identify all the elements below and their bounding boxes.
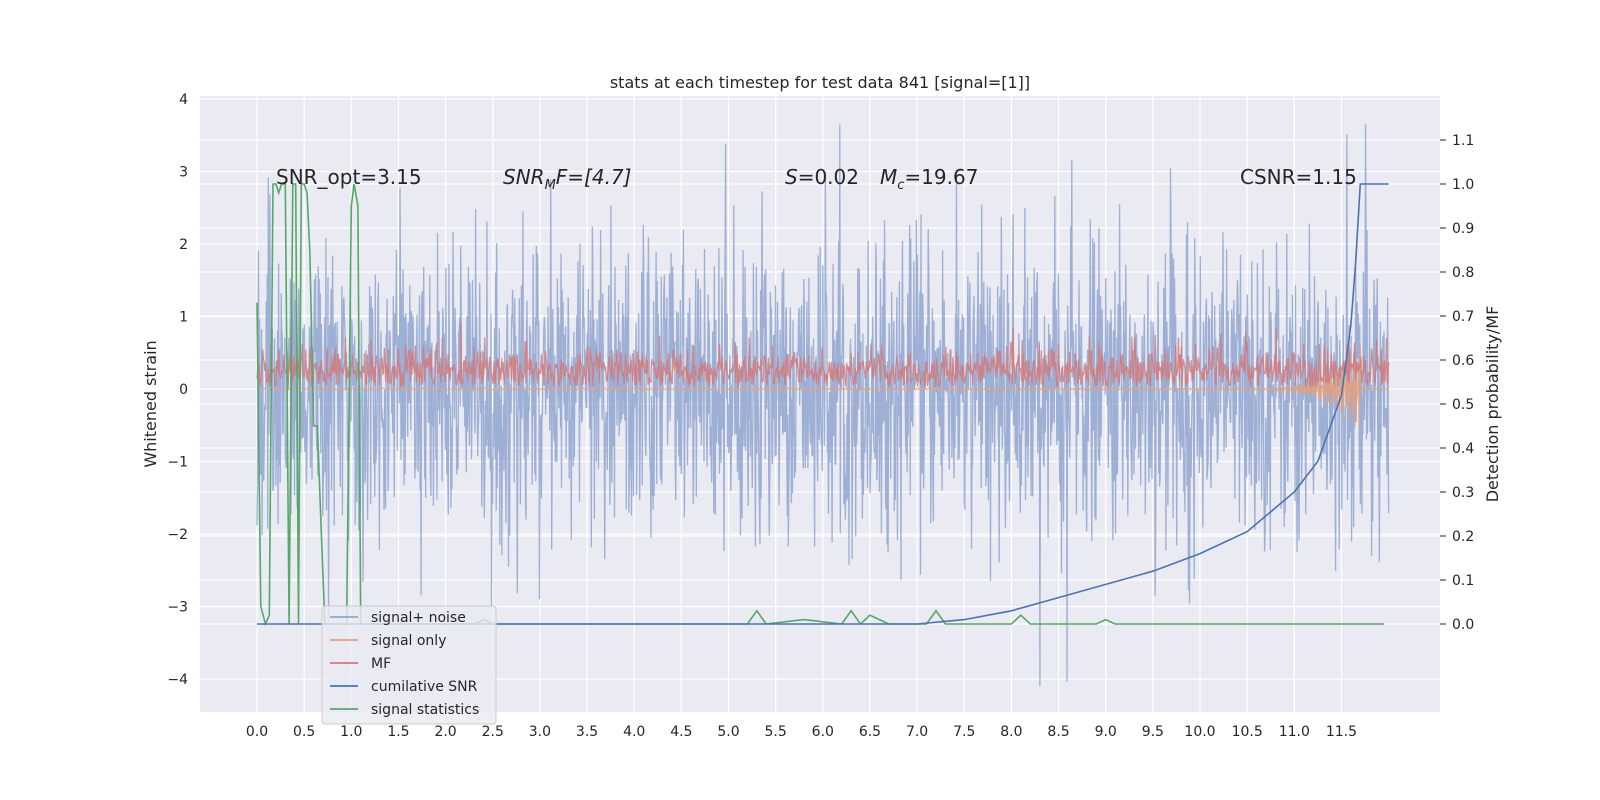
annotation-s-value: =0.02 <box>798 165 859 189</box>
y-tick-label-right: 0.8 <box>1452 265 1474 281</box>
annotation-csnr: CSNR=1.15 <box>1240 165 1357 189</box>
y-axis-label-left: Whitened strain <box>141 340 160 467</box>
y-tick-label-left: −4 <box>167 672 188 688</box>
x-tick-label: 2.5 <box>482 724 504 740</box>
x-tick-label: 11.5 <box>1326 724 1357 740</box>
x-tick-label: 3.0 <box>529 724 551 740</box>
x-tick-label: 4.0 <box>623 724 645 740</box>
y-tick-label-left: 1 <box>179 310 188 326</box>
signal-plus-noise-line <box>256 124 1390 687</box>
y-axis-label-right: Detection probability/MF <box>1483 306 1502 503</box>
x-tick-label: 2.0 <box>434 724 456 740</box>
y-tick-label-right: 0.7 <box>1452 309 1474 325</box>
y-tick-label-right: 0.0 <box>1452 617 1474 633</box>
annotation-snr-mf-base: SNR <box>503 165 545 189</box>
legend-label-signal-statistics: signal statistics <box>371 702 479 718</box>
x-tick-label: 11.0 <box>1279 724 1310 740</box>
x-tick-label: 6.0 <box>812 724 834 740</box>
legend-item-cumilative-snr: cumilative SNR <box>330 679 478 695</box>
y-tick-label-left: 0 <box>179 382 188 398</box>
annotation-mc-sub: c <box>897 178 904 193</box>
legend-box <box>321 605 497 725</box>
x-tick-label: 8.0 <box>1000 724 1022 740</box>
annotation-snr-mf-rest: F=[4.7] <box>556 165 632 189</box>
annotation-s-letter: S <box>785 165 798 189</box>
annotation-mc-value: =19.67 <box>904 165 978 189</box>
tick-labels: 0.0 0.5 1.0 1.5 2.0 2.5 3.0 3.5 4.0 4.5 5.0 5.5 6.0 6… <box>167 92 1474 740</box>
legend-label-signal-plus-noise: signal+ noise <box>371 610 466 626</box>
y-tick-label-left: −3 <box>167 600 188 616</box>
annotations: SNR_opt=3.15 SNRMF=[4.7] S=0.02 Mc=19.67… <box>276 165 1357 193</box>
x-tick-label: 0.0 <box>246 724 268 740</box>
x-tick-label: 10.0 <box>1184 724 1215 740</box>
series-signal-plus-noise <box>256 124 1390 687</box>
legend-item-signal-statistics: signal statistics <box>330 702 479 718</box>
y-tick-label-left: 3 <box>179 165 188 181</box>
y-tick-label-right: 0.1 <box>1452 573 1474 589</box>
x-tick-label: 7.0 <box>906 724 928 740</box>
cumilative-snr-line <box>257 183 1389 625</box>
legend-label-cumilative-snr: cumilative SNR <box>371 679 478 695</box>
annotation-s: S=0.02 <box>785 165 859 189</box>
y-tick-label-right: 0.2 <box>1452 529 1474 545</box>
y-tick-label-left: −1 <box>167 455 188 471</box>
series-signal-only <box>256 344 1389 427</box>
annotation-snr-opt: SNR_opt=3.15 <box>276 165 422 189</box>
x-tick-label: 7.5 <box>953 724 975 740</box>
annotation-snr-mf: SNRMF=[4.7] <box>503 165 631 193</box>
x-tick-label: 4.5 <box>670 724 692 740</box>
y-tick-label-right: 1.1 <box>1452 133 1474 149</box>
y-tick-label-right: 0.4 <box>1452 441 1474 457</box>
mf-line <box>256 323 1390 389</box>
x-tick-label: 9.5 <box>1142 724 1164 740</box>
y-tick-label-right: 0.3 <box>1452 485 1474 501</box>
chart-title: stats at each timestep for test data 841… <box>610 73 1030 92</box>
x-tick-label: 8.5 <box>1047 724 1069 740</box>
x-tick-label: 5.0 <box>717 724 739 740</box>
x-tick-label: 9.0 <box>1095 724 1117 740</box>
legend-item-signal-only: signal only <box>330 633 446 649</box>
x-tick-label: 1.5 <box>387 724 409 740</box>
series-mf <box>256 323 1390 389</box>
x-tick-label: 1.0 <box>340 724 362 740</box>
y-tick-label-right: 0.6 <box>1452 353 1474 369</box>
y-tick-label-right: 1.0 <box>1452 177 1474 193</box>
legend-item-signal-plus-noise: signal+ noise <box>330 610 466 626</box>
signal-only-line <box>256 344 1389 427</box>
legend-label-signal-only: signal only <box>371 633 446 649</box>
x-tick-label: 6.5 <box>859 724 881 740</box>
x-tick-label: 10.5 <box>1232 724 1263 740</box>
x-tick-label: 0.5 <box>293 724 315 740</box>
y-tick-label-right: 0.5 <box>1452 397 1474 413</box>
annotation-mc: Mc=19.67 <box>880 165 978 193</box>
annotation-snr-mf-sub: M <box>545 178 556 193</box>
y-tick-label-left: 2 <box>179 237 188 253</box>
y-tick-label-right: 0.9 <box>1452 221 1474 237</box>
y-tick-label-left: 4 <box>179 92 188 108</box>
legend: signal+ noise signal only MF cumilative … <box>321 605 497 725</box>
legend-label-mf: MF <box>371 656 391 672</box>
y-tick-label-left: −2 <box>167 527 188 543</box>
legend-item-mf: MF <box>330 656 391 672</box>
x-tick-label: 3.5 <box>576 724 598 740</box>
annotation-mc-letter: M <box>880 165 897 189</box>
x-tick-label: 5.5 <box>765 724 787 740</box>
